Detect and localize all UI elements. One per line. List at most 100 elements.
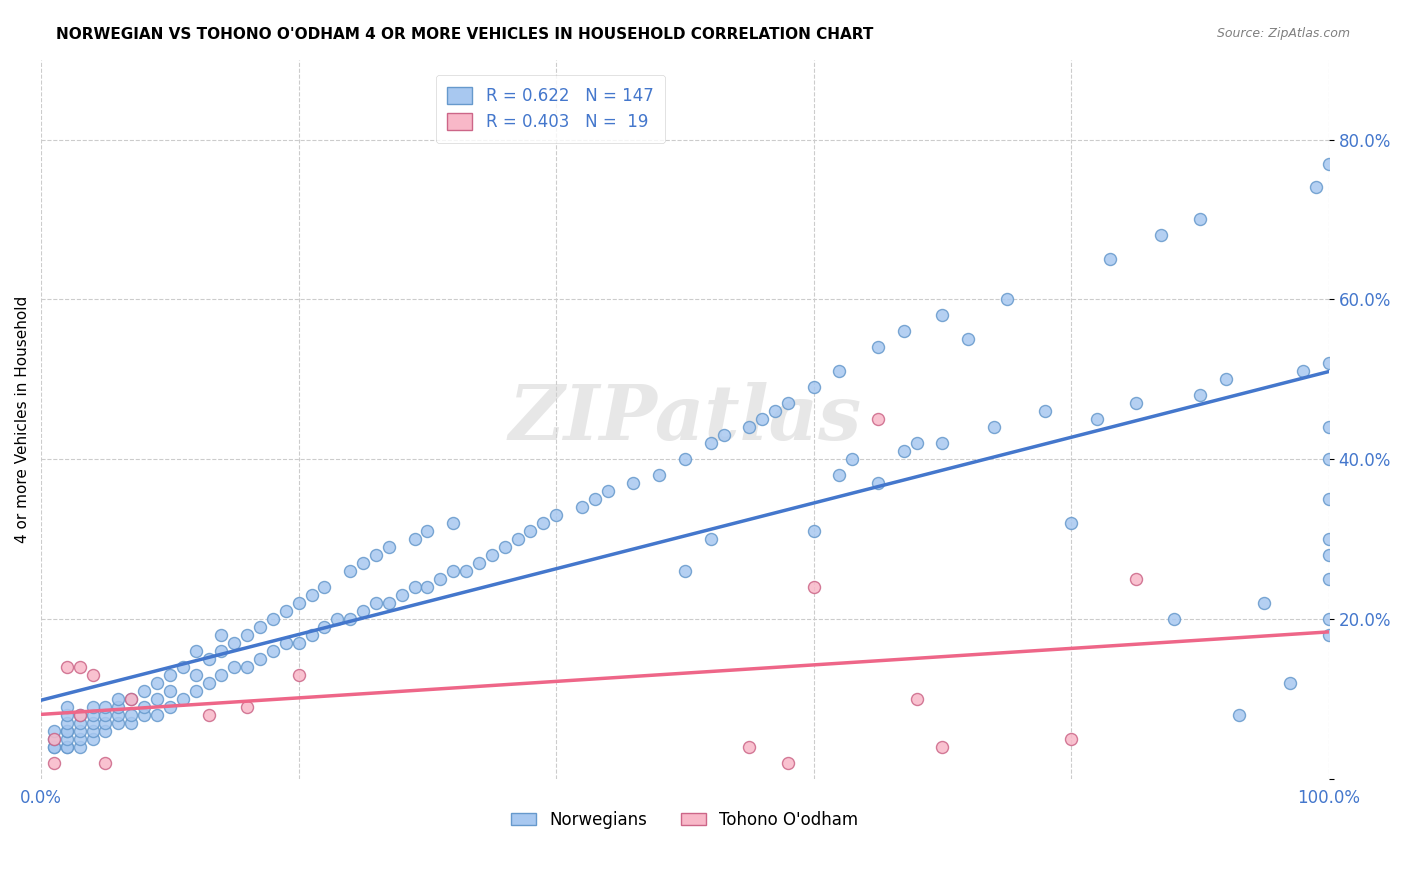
Point [776, 396, 799, 410]
Point [713, 428, 735, 442]
Point [301, 628, 323, 642]
Point [82, 716, 104, 731]
Point [983, 420, 1005, 434]
Point [1227, 708, 1250, 723]
Point [828, 364, 851, 378]
Point [1317, 452, 1340, 467]
Point [107, 716, 129, 731]
Point [738, 739, 761, 754]
Point [1035, 404, 1057, 418]
Point [56, 739, 79, 754]
Point [494, 540, 516, 554]
Point [1060, 516, 1083, 531]
Point [596, 484, 619, 499]
Point [957, 332, 980, 346]
Point [120, 692, 142, 706]
Point [416, 580, 439, 594]
Point [751, 412, 773, 426]
Point [699, 532, 721, 546]
Point [1317, 532, 1340, 546]
Point [184, 668, 207, 682]
Point [546, 508, 568, 523]
Point [42, 731, 65, 746]
Point [236, 628, 259, 642]
Point [42, 739, 65, 754]
Point [364, 548, 387, 562]
Point [209, 668, 232, 682]
Point [120, 708, 142, 723]
Point [82, 668, 104, 682]
Point [623, 476, 645, 491]
Point [583, 492, 606, 507]
Point [42, 723, 65, 738]
Point [197, 652, 219, 666]
Point [184, 684, 207, 698]
Point [42, 731, 65, 746]
Point [931, 739, 953, 754]
Point [94, 723, 117, 738]
Point [56, 723, 79, 738]
Point [378, 540, 401, 554]
Point [1125, 572, 1147, 586]
Point [42, 756, 65, 770]
Point [146, 692, 169, 706]
Point [172, 660, 194, 674]
Point [1279, 676, 1302, 690]
Point [1292, 364, 1315, 378]
Point [378, 596, 401, 610]
Point [197, 676, 219, 690]
Point [841, 452, 863, 467]
Point [1150, 228, 1173, 243]
Point [224, 636, 246, 650]
Point [1060, 731, 1083, 746]
Point [416, 524, 439, 538]
Point [69, 731, 91, 746]
Point [738, 420, 761, 434]
Point [262, 612, 284, 626]
Point [673, 564, 696, 578]
Point [868, 340, 890, 354]
Point [120, 692, 142, 706]
Text: Source: ZipAtlas.com: Source: ZipAtlas.com [1216, 27, 1350, 40]
Point [82, 723, 104, 738]
Point [931, 436, 953, 450]
Point [1317, 156, 1340, 170]
Point [107, 692, 129, 706]
Point [262, 644, 284, 658]
Text: NORWEGIAN VS TOHONO O'ODHAM 4 OR MORE VEHICLES IN HOUSEHOLD CORRELATION CHART: NORWEGIAN VS TOHONO O'ODHAM 4 OR MORE VE… [56, 27, 873, 42]
Point [1305, 180, 1327, 194]
Point [468, 556, 491, 570]
Point [905, 436, 928, 450]
Point [249, 652, 271, 666]
Point [803, 580, 825, 594]
Point [506, 532, 529, 546]
Point [69, 723, 91, 738]
Point [69, 660, 91, 674]
Point [69, 739, 91, 754]
Point [42, 739, 65, 754]
Point [146, 708, 169, 723]
Point [868, 412, 890, 426]
Point [1125, 396, 1147, 410]
Point [352, 604, 374, 618]
Point [776, 756, 799, 770]
Point [404, 532, 426, 546]
Point [326, 612, 349, 626]
Point [481, 548, 503, 562]
Point [454, 564, 477, 578]
Point [236, 700, 259, 714]
Point [699, 436, 721, 450]
Point [905, 692, 928, 706]
Point [287, 636, 309, 650]
Point [172, 692, 194, 706]
Point [120, 716, 142, 731]
Text: ZIPatlas: ZIPatlas [509, 383, 862, 457]
Point [287, 668, 309, 682]
Point [391, 588, 413, 602]
Point [314, 620, 336, 634]
Point [1317, 612, 1340, 626]
Point [197, 708, 219, 723]
Point [159, 700, 181, 714]
Point [828, 468, 851, 483]
Point [209, 644, 232, 658]
